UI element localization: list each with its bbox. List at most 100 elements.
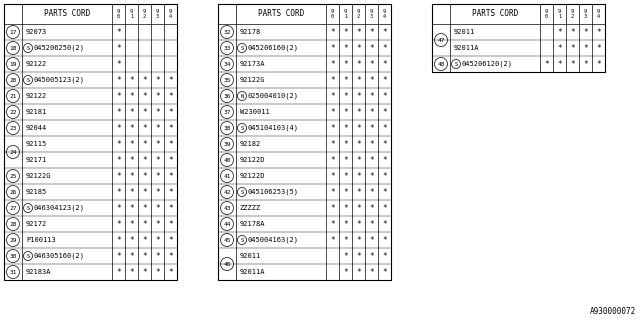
Text: *: * [116, 204, 121, 212]
Text: S: S [26, 45, 29, 51]
Text: *: * [155, 172, 160, 180]
Text: *: * [330, 156, 335, 164]
Text: *: * [369, 220, 374, 228]
Text: *: * [343, 60, 348, 68]
Text: *: * [369, 92, 374, 100]
Text: *: * [330, 44, 335, 52]
Text: 19: 19 [9, 61, 17, 67]
Text: *: * [142, 156, 147, 164]
Text: 39: 39 [223, 141, 231, 147]
Text: *: * [142, 252, 147, 260]
Text: *: * [330, 124, 335, 132]
Text: *: * [369, 140, 374, 148]
Text: *: * [116, 92, 121, 100]
Text: 32: 32 [223, 29, 231, 35]
Text: *: * [570, 60, 575, 68]
Text: *: * [330, 92, 335, 100]
Text: 48: 48 [437, 61, 445, 67]
Text: *: * [116, 60, 121, 68]
Text: 92178: 92178 [240, 29, 261, 35]
Text: *: * [142, 108, 147, 116]
Text: S: S [26, 77, 29, 83]
Text: *: * [356, 236, 361, 244]
Text: *: * [382, 188, 387, 196]
Text: 92171: 92171 [26, 157, 47, 163]
Text: *: * [330, 172, 335, 180]
Text: 9
1: 9 1 [558, 9, 561, 19]
Text: *: * [356, 204, 361, 212]
Bar [4, 4, 177, 280]
Text: 92178A: 92178A [240, 221, 266, 227]
Text: *: * [116, 236, 121, 244]
Text: *: * [343, 172, 348, 180]
Text: S: S [241, 189, 244, 195]
Text: 9
0: 9 0 [117, 9, 120, 19]
Text: *: * [330, 108, 335, 116]
Text: *: * [129, 188, 134, 196]
Text: *: * [155, 76, 160, 84]
Text: 92185: 92185 [26, 189, 47, 195]
Text: 9
3: 9 3 [156, 9, 159, 19]
Text: *: * [356, 188, 361, 196]
Text: *: * [330, 220, 335, 228]
Text: *: * [570, 44, 575, 52]
Text: *: * [369, 28, 374, 36]
Text: 23: 23 [9, 125, 17, 131]
Text: *: * [382, 268, 387, 276]
Text: 44: 44 [223, 221, 231, 227]
Text: 92172: 92172 [26, 221, 47, 227]
Text: *: * [369, 44, 374, 52]
Text: *: * [382, 44, 387, 52]
Text: 92122: 92122 [26, 61, 47, 67]
Text: 92011A: 92011A [240, 269, 266, 275]
Text: *: * [168, 220, 173, 228]
Text: 37: 37 [223, 109, 231, 115]
Text: *: * [356, 124, 361, 132]
Text: 42: 42 [223, 189, 231, 195]
Text: S: S [454, 61, 458, 67]
Text: *: * [382, 60, 387, 68]
Text: *: * [356, 172, 361, 180]
Text: *: * [382, 92, 387, 100]
Text: 29: 29 [9, 237, 17, 243]
Text: 045206120(2): 045206120(2) [461, 61, 512, 67]
Text: *: * [544, 60, 549, 68]
Text: *: * [382, 220, 387, 228]
Text: *: * [142, 172, 147, 180]
Text: *: * [129, 220, 134, 228]
Text: *: * [343, 44, 348, 52]
Text: *: * [369, 60, 374, 68]
Text: 33: 33 [223, 45, 231, 51]
Text: 045206250(2): 045206250(2) [33, 45, 84, 51]
Text: 9
2: 9 2 [571, 9, 574, 19]
Text: 045005123(2): 045005123(2) [33, 77, 84, 83]
Text: *: * [155, 252, 160, 260]
Text: *: * [570, 28, 575, 36]
Text: *: * [116, 76, 121, 84]
Text: *: * [557, 44, 562, 52]
Text: 045104103(4): 045104103(4) [247, 125, 298, 131]
Text: PARTS CORD: PARTS CORD [258, 10, 304, 19]
Text: *: * [343, 28, 348, 36]
Text: *: * [343, 108, 348, 116]
Text: *: * [382, 156, 387, 164]
Text: 92173A: 92173A [240, 61, 266, 67]
Text: *: * [168, 108, 173, 116]
Text: *: * [343, 156, 348, 164]
Text: *: * [343, 236, 348, 244]
Text: 92122D: 92122D [240, 157, 266, 163]
Text: PARTS CORD: PARTS CORD [472, 10, 518, 19]
Text: 92044: 92044 [26, 125, 47, 131]
Text: *: * [168, 92, 173, 100]
Text: *: * [129, 268, 134, 276]
Text: 21: 21 [9, 93, 17, 99]
Text: 27: 27 [9, 205, 17, 211]
Text: 9
4: 9 4 [169, 9, 172, 19]
Text: *: * [155, 108, 160, 116]
Text: *: * [168, 252, 173, 260]
Text: *: * [116, 140, 121, 148]
Text: *: * [343, 76, 348, 84]
Text: *: * [116, 44, 121, 52]
Text: 92122G: 92122G [240, 77, 266, 83]
Text: 9
0: 9 0 [545, 9, 548, 19]
